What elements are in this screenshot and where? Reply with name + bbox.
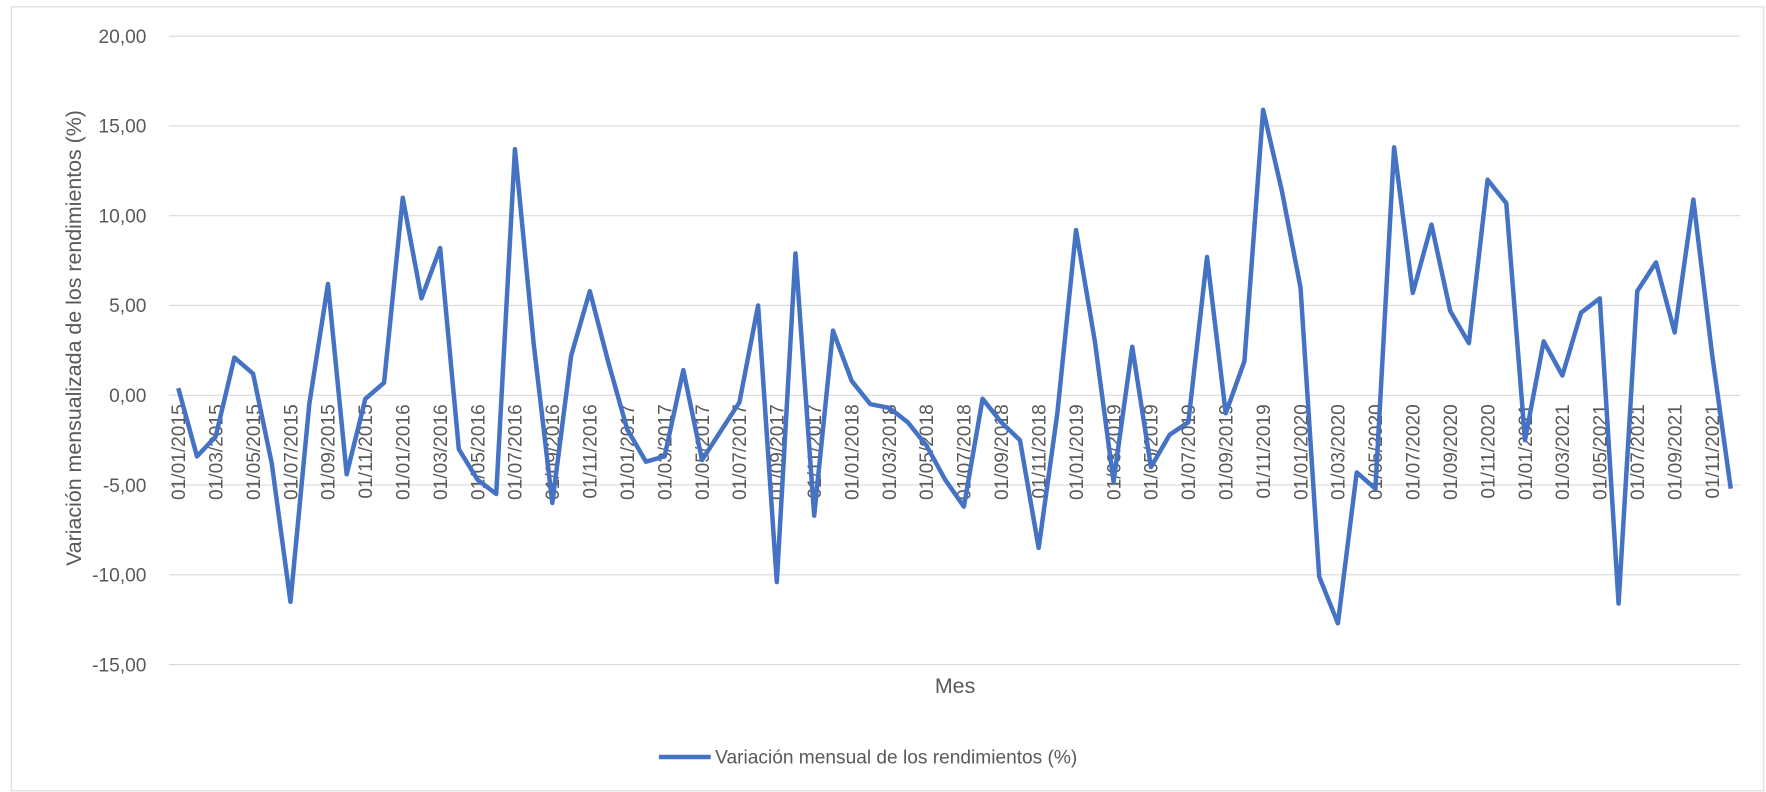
y-tick-label: -15,00 bbox=[92, 655, 146, 676]
x-tick-label: 01/11/2015 bbox=[356, 404, 377, 498]
x-tick-label: 01/01/2019 bbox=[1067, 404, 1088, 500]
x-tick-label: 01/09/2015 bbox=[319, 404, 340, 500]
data-line bbox=[176, 107, 1733, 626]
x-tick-label: 01/03/2018 bbox=[880, 404, 901, 500]
y-tick-label: 20,00 bbox=[99, 27, 147, 48]
x-tick-label: 01/07/2016 bbox=[506, 404, 527, 500]
y-tick-label: -5,00 bbox=[103, 476, 147, 497]
x-tick-label: 01/01/2015 bbox=[169, 404, 190, 500]
x-tick-label: 01/09/2019 bbox=[1216, 404, 1237, 500]
x-tick-label: 01/03/2016 bbox=[431, 404, 452, 500]
x-tick-label: 01/11/2020 bbox=[1478, 404, 1499, 498]
y-tick-label: -10,00 bbox=[92, 566, 146, 587]
x-tick-label: 01/07/2015 bbox=[281, 404, 302, 500]
y-tick-label: 0,00 bbox=[109, 386, 146, 407]
x-tick-label: 01/01/2017 bbox=[618, 404, 639, 500]
x-tick-label: 01/11/2018 bbox=[1029, 404, 1050, 498]
y-tick-label: 10,00 bbox=[99, 206, 147, 227]
x-tick-label: 01/03/2015 bbox=[206, 404, 227, 500]
legend-label: Variación mensual de los rendimientos (%… bbox=[715, 748, 1077, 769]
x-tick-label: 01/11/2019 bbox=[1254, 404, 1275, 498]
x-tick-label: 01/07/2017 bbox=[730, 404, 751, 500]
x-tick-label: 01/01/2018 bbox=[842, 404, 863, 500]
y-tick-label: 15,00 bbox=[99, 117, 147, 138]
x-tick-label: 01/11/2021 bbox=[1703, 404, 1724, 498]
x-tick-label: 01/09/2021 bbox=[1665, 404, 1686, 500]
y-tick-label: 5,00 bbox=[109, 296, 146, 317]
x-tick-label: 01/07/2021 bbox=[1628, 404, 1649, 500]
x-tick-label: 01/03/2021 bbox=[1553, 404, 1574, 500]
y-axis-title: Variación mensualizada de los rendimient… bbox=[62, 110, 86, 566]
x-tick-label: 01/09/2018 bbox=[992, 404, 1013, 500]
chart-border bbox=[10, 6, 1765, 792]
x-tick-label: 01/03/2020 bbox=[1329, 404, 1350, 500]
x-tick-label: 01/05/2017 bbox=[693, 404, 714, 500]
x-tick-label: 01/01/2016 bbox=[394, 404, 415, 500]
x-tick-label: 01/07/2019 bbox=[1179, 404, 1200, 500]
x-tick-label: 01/11/2016 bbox=[581, 404, 602, 498]
x-axis-title: Mes bbox=[935, 674, 975, 698]
x-tick-label: 01/05/2015 bbox=[244, 404, 265, 500]
x-tick-label: 01/09/2020 bbox=[1441, 404, 1462, 500]
x-tick-label: 01/07/2020 bbox=[1404, 404, 1425, 500]
x-tick-label: 01/01/2020 bbox=[1291, 404, 1312, 500]
x-tick-label: 01/01/2021 bbox=[1516, 404, 1537, 500]
